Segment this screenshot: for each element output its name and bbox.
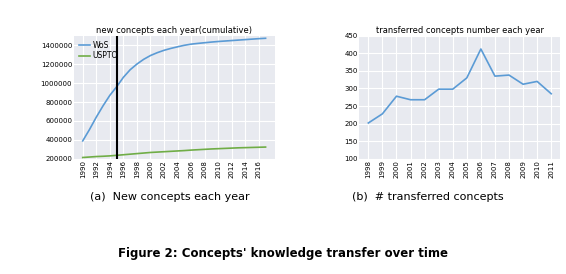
WoS <box>127 68 134 72</box>
WoS <box>195 42 201 45</box>
USPTO <box>140 152 147 155</box>
USPTO <box>215 147 221 150</box>
Line: USPTO: USPTO <box>83 147 265 158</box>
WoS <box>174 45 181 48</box>
WoS <box>168 47 174 50</box>
WoS <box>79 139 86 142</box>
WoS <box>106 94 113 97</box>
USPTO <box>134 152 140 155</box>
WoS <box>140 58 147 61</box>
USPTO <box>93 155 100 158</box>
USPTO <box>168 150 174 153</box>
WoS <box>248 38 255 41</box>
USPTO <box>195 148 201 151</box>
Text: Figure 2: Concepts' knowledge transfer over time: Figure 2: Concepts' knowledge transfer o… <box>118 247 448 259</box>
WoS <box>100 104 106 107</box>
WoS <box>154 51 161 54</box>
USPTO <box>235 146 242 150</box>
USPTO <box>228 147 235 150</box>
USPTO <box>242 146 248 149</box>
Line: WoS: WoS <box>83 38 265 141</box>
WoS <box>161 49 168 52</box>
WoS <box>235 38 242 42</box>
WoS <box>262 37 269 40</box>
USPTO <box>147 151 154 154</box>
USPTO <box>113 154 120 157</box>
WoS <box>188 42 195 46</box>
Title: new concepts each year(cumulative): new concepts each year(cumulative) <box>96 26 252 35</box>
WoS <box>113 85 120 89</box>
USPTO <box>86 155 93 159</box>
WoS <box>120 76 127 79</box>
WoS <box>134 62 140 66</box>
Text: (a)  New concepts each year: (a) New concepts each year <box>90 192 250 202</box>
WoS <box>255 37 262 40</box>
USPTO <box>248 146 255 149</box>
WoS <box>208 41 215 44</box>
WoS <box>228 39 235 42</box>
USPTO <box>208 147 215 151</box>
USPTO <box>181 149 188 152</box>
USPTO <box>201 148 208 151</box>
USPTO <box>79 156 86 159</box>
USPTO <box>100 155 106 158</box>
WoS <box>201 41 208 44</box>
Text: (b)  # transferred concepts: (b) # transferred concepts <box>351 192 503 202</box>
WoS <box>215 40 221 43</box>
WoS <box>221 39 228 43</box>
USPTO <box>188 149 195 152</box>
WoS <box>242 38 248 41</box>
USPTO <box>106 154 113 158</box>
WoS <box>86 128 93 131</box>
Legend: WoS, USPTO: WoS, USPTO <box>78 39 119 62</box>
WoS <box>181 44 188 47</box>
USPTO <box>154 150 161 154</box>
WoS <box>93 116 100 119</box>
WoS <box>147 54 154 57</box>
USPTO <box>262 145 269 149</box>
USPTO <box>221 147 228 150</box>
USPTO <box>120 153 127 156</box>
USPTO <box>255 145 262 149</box>
USPTO <box>161 150 168 153</box>
USPTO <box>174 149 181 153</box>
USPTO <box>127 153 134 156</box>
Title: transferred concepts number each year: transferred concepts number each year <box>376 26 544 35</box>
